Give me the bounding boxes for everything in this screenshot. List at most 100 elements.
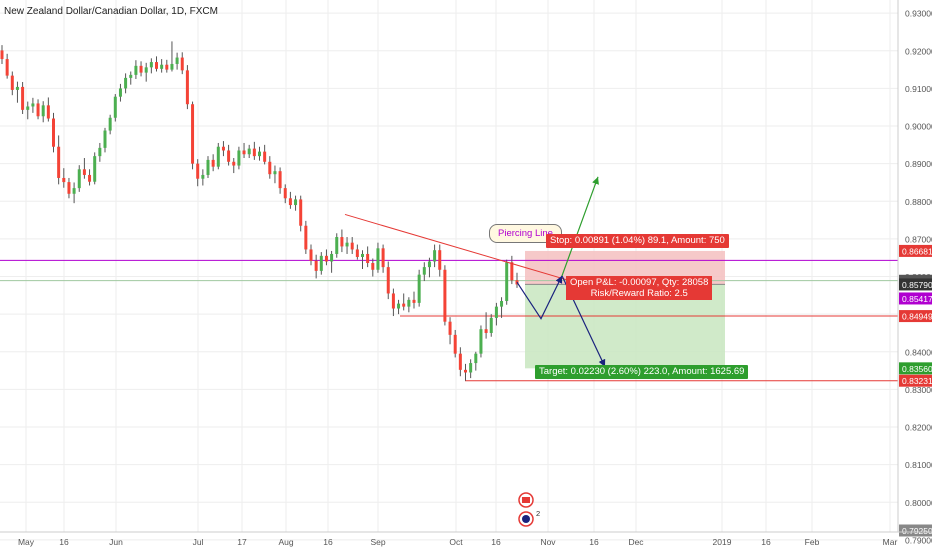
x-tick-label: Aug — [278, 537, 293, 547]
candle-body — [345, 242, 349, 247]
x-tick-label: Nov — [540, 537, 556, 547]
candle-body — [422, 267, 426, 275]
candle-body — [103, 130, 107, 148]
price-label-box — [899, 310, 932, 323]
x-tick-label: 16 — [491, 537, 501, 547]
candle-body — [242, 150, 246, 155]
candle-body — [93, 156, 97, 182]
candle-body — [474, 353, 478, 364]
candle-body — [412, 299, 416, 303]
price-label-text: 0.85790 — [902, 280, 932, 290]
candle-body — [433, 250, 437, 262]
candle-body — [278, 171, 282, 189]
price-label-box — [899, 524, 932, 537]
candle-body — [232, 161, 236, 166]
candle-body — [386, 267, 390, 294]
candle-body — [144, 67, 148, 73]
candle-body — [402, 303, 406, 307]
candle-body — [458, 353, 462, 370]
candle-body — [196, 163, 200, 179]
candle-body — [469, 363, 473, 373]
flag-icon — [522, 497, 530, 503]
position-zones — [525, 250, 725, 369]
pnl-box: Open P&L: -0.00097, Qty: 28058 Risk/Rewa… — [566, 276, 713, 300]
candle-body — [407, 299, 411, 307]
event-icons[interactable]: 2 — [518, 492, 540, 527]
drawings — [344, 176, 606, 368]
candle-body — [211, 159, 215, 167]
candle-body — [340, 237, 344, 247]
x-tick-label: Sep — [370, 537, 385, 547]
candle-body — [505, 262, 509, 301]
candle-body — [273, 171, 277, 175]
event-count: 2 — [536, 509, 540, 518]
candle-body — [15, 86, 19, 90]
candle-body — [108, 117, 112, 131]
candle-body — [453, 334, 457, 354]
grid — [0, 0, 898, 541]
time-axis[interactable]: May 16 Jun Jul 17 Aug 16 Sep Oct 16 Nov 16 Dec 2019 16… — [0, 531, 932, 547]
chart-title: New Zealand Dollar/Canadian Dollar, 1D, … — [4, 6, 218, 17]
candle-body — [155, 62, 158, 69]
candle-body — [0, 50, 4, 60]
candle-body — [294, 199, 298, 206]
candle-body — [180, 57, 184, 71]
piercing-line-callout[interactable]: Piercing Line — [489, 224, 562, 243]
x-tick-label: Jun — [109, 537, 123, 547]
candle-body — [304, 225, 308, 250]
x-tick-label: May — [18, 537, 35, 547]
candle-body — [201, 174, 205, 179]
candle-body — [5, 59, 9, 76]
x-tick-label: 17 — [237, 537, 247, 547]
candle-body — [118, 88, 122, 97]
candle-body — [391, 293, 395, 309]
candles — [0, 41, 519, 381]
candle-body — [237, 150, 241, 166]
x-tick-label: 16 — [59, 537, 69, 547]
candle-body — [314, 260, 318, 271]
horizontal-levels — [0, 259, 898, 382]
candle-body — [67, 182, 71, 194]
candle-body — [129, 74, 133, 78]
price-label-text: 0.86681 — [902, 246, 932, 256]
x-tick-label: 16 — [323, 537, 333, 547]
candle-body — [31, 103, 35, 107]
projection-arrow-1 — [516, 275, 563, 320]
candle-body — [361, 253, 364, 257]
candle-body — [479, 329, 483, 354]
candle-body — [464, 369, 467, 373]
candle-body — [10, 75, 14, 90]
candle-body — [52, 118, 55, 147]
target-label: Target: 0.02230 (2.60%) 223.0, Amount: 1… — [535, 365, 749, 379]
risk-reward-label: Risk/Reward Ratio: 2.5 — [590, 288, 688, 299]
candle-body — [371, 262, 375, 270]
candle-body — [489, 317, 493, 333]
candle-body — [510, 262, 514, 281]
open-pnl-label: Open P&L: -0.00097, Qty: 28058 — [570, 277, 709, 288]
candle-body — [381, 248, 385, 268]
x-tick-label: Feb — [805, 537, 820, 547]
candle-body — [227, 150, 231, 162]
candle-body — [206, 159, 210, 175]
candle-body — [330, 253, 334, 262]
price-label-box — [899, 278, 932, 291]
candle-body — [263, 151, 267, 162]
candle-body — [324, 255, 328, 262]
candle-body — [427, 261, 431, 268]
candle-body — [500, 300, 504, 307]
x-tick-label: Dec — [628, 537, 644, 547]
x-tick-label: 16 — [589, 537, 599, 547]
